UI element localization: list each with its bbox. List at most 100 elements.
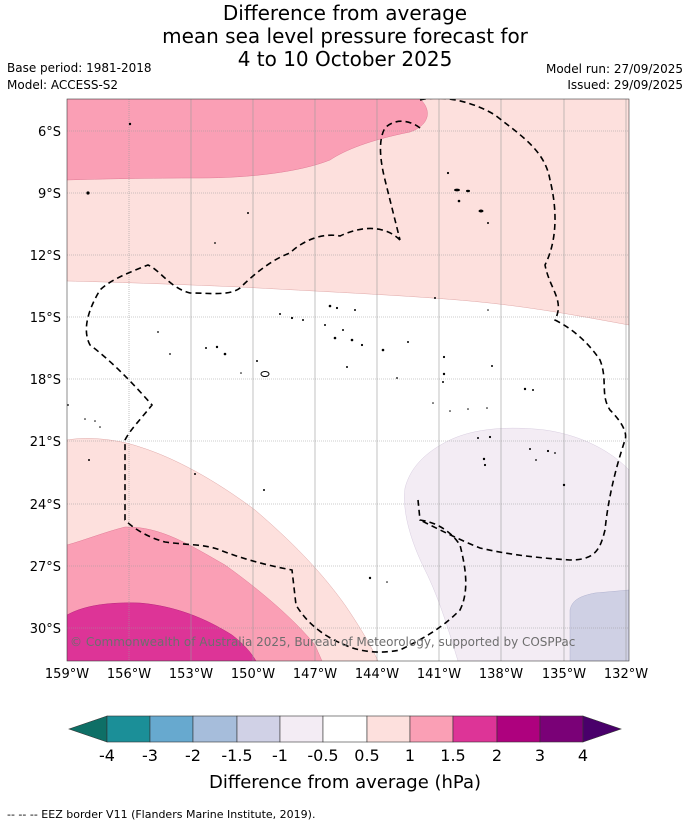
island (466, 189, 470, 193)
island (194, 473, 196, 475)
island (442, 372, 446, 376)
island (247, 212, 249, 214)
island (477, 437, 479, 439)
anomaly-region-southeast-neg1-15 (569, 589, 629, 661)
island (529, 448, 531, 450)
island (457, 199, 461, 203)
eez-borders (85, 99, 627, 653)
latitude-axis: 6°S 9°S 12°S 15°S 18°S 21°S 24°S 27°S 30… (30, 125, 61, 637)
colorbar-label: -4 (99, 746, 115, 765)
island (169, 353, 171, 355)
longitude-axis: 159°W 156°W 153°W 150°W 147°W 144°W 141°… (45, 667, 648, 682)
lon-label: 156°W (107, 667, 151, 682)
island (335, 306, 339, 310)
title-line-2: mean sea level pressure forecast for (162, 24, 528, 48)
lat-label: 21°S (30, 435, 61, 450)
island (483, 463, 487, 467)
lat-label: 6°S (38, 125, 61, 140)
base-period: Base period: 1981-2018 (7, 61, 152, 75)
colorbar-label: 0.5 (354, 746, 379, 765)
island (263, 489, 265, 491)
island (240, 372, 242, 374)
lat-label: 27°S (30, 560, 61, 575)
island (432, 402, 434, 404)
island (88, 459, 90, 461)
colorbar-segment (192, 715, 238, 743)
issued-date: Issued: 29/09/2025 (567, 78, 683, 92)
island (523, 387, 527, 391)
eez-border-cook-islands (85, 227, 467, 653)
island (302, 319, 304, 321)
lon-label: 153°W (169, 667, 213, 682)
island (532, 389, 534, 391)
island (324, 324, 326, 326)
map-frame (66, 98, 630, 662)
island (482, 457, 486, 461)
lon-label: 150°W (231, 667, 275, 682)
lon-label: 147°W (293, 667, 337, 682)
pressure-anomaly-map: © Commonwealth of Australia 2025, Bureau… (67, 99, 629, 661)
island (478, 209, 484, 213)
colorbar-segment (496, 715, 541, 743)
colorbar-high-extend (582, 715, 622, 743)
colorbar-label: -1 (272, 746, 288, 765)
colorbar: -4 -3 -2 -1.5 -1 -0.5 0.5 1 1.5 2 3 4 Di… (68, 715, 622, 793)
island (86, 191, 90, 195)
title-line-3: 4 to 10 October 2025 (237, 47, 453, 71)
island (449, 410, 451, 412)
map-gridlines (67, 99, 629, 661)
eez-border-french-polynesia-west (379, 120, 421, 241)
island (346, 366, 348, 368)
colorbar-label: 3 (535, 746, 545, 765)
island (214, 242, 216, 244)
island (205, 347, 207, 349)
island (442, 381, 444, 383)
colorbar-segment (539, 715, 584, 743)
island (256, 360, 258, 362)
lon-label: 138°W (479, 667, 523, 682)
colorbar-label: -2 (185, 746, 201, 765)
island (446, 171, 450, 175)
colorbar-label: 1.5 (440, 746, 465, 765)
lat-label: 24°S (30, 498, 61, 513)
island (386, 581, 388, 583)
lon-label: 141°W (417, 667, 461, 682)
island (342, 329, 344, 331)
colorbar-label: -0.5 (307, 746, 338, 765)
island (487, 309, 489, 311)
island (279, 313, 281, 315)
lon-label: 159°W (45, 667, 89, 682)
island (491, 365, 493, 367)
colorbar-label: 4 (578, 746, 588, 765)
island (223, 352, 227, 356)
colorbar-label: 1 (405, 746, 415, 765)
island (562, 483, 566, 487)
island (354, 309, 356, 311)
island (328, 304, 332, 308)
copyright-notice: © Commonwealth of Australia 2025, Bureau… (70, 635, 575, 649)
island (407, 341, 409, 343)
colorbar-segment (452, 715, 498, 743)
lat-label: 30°S (30, 622, 61, 637)
island (488, 435, 492, 439)
island (554, 452, 556, 454)
island (442, 355, 446, 359)
lat-label: 9°S (38, 187, 61, 202)
lon-label: 144°W (355, 667, 399, 682)
island (290, 316, 294, 320)
island (99, 426, 101, 428)
colorbar-segment (149, 715, 194, 743)
islands (67, 122, 566, 583)
island (454, 188, 460, 192)
colorbar-label: 2 (492, 746, 502, 765)
lat-label: 18°S (30, 373, 61, 388)
eez-border-kiribati-line-islands (419, 99, 627, 561)
lon-label: 135°W (542, 667, 586, 682)
colorbar-label: -3 (142, 746, 158, 765)
island (368, 576, 372, 580)
lon-label: 132°W (604, 667, 648, 682)
anomaly-region-southwest-15-2 (67, 602, 257, 661)
island (546, 449, 550, 453)
island (467, 408, 469, 410)
